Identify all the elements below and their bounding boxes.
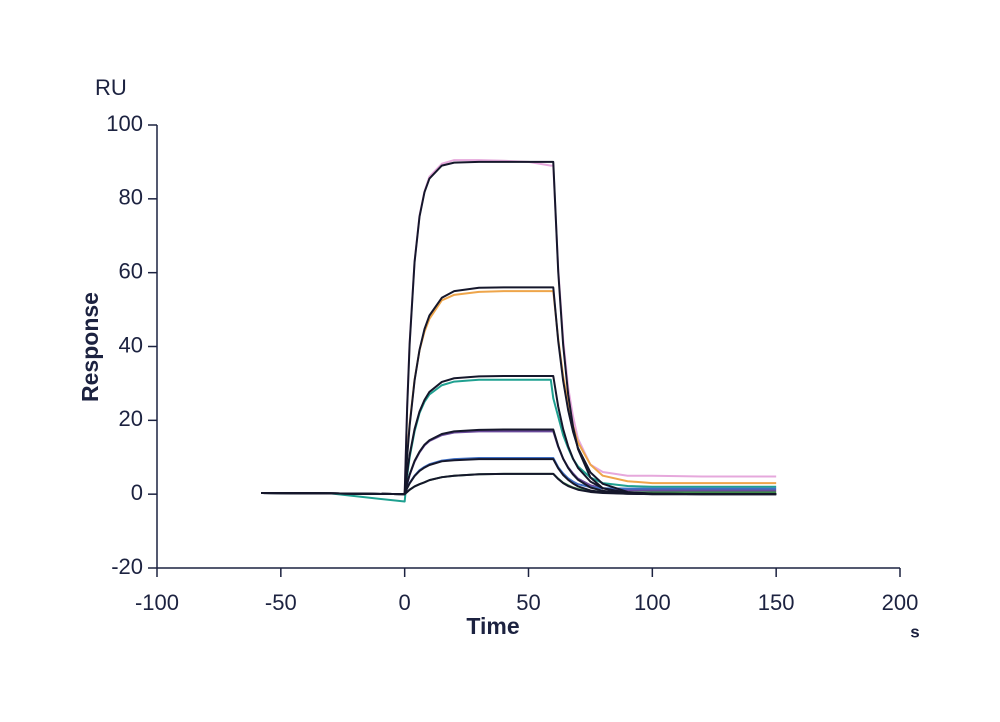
x-tick-label: 150 [758,590,795,615]
x-tick-label: 50 [516,590,540,615]
series-line [261,375,777,496]
x-unit: s [910,622,919,641]
x-tick-label: -100 [135,590,179,615]
series-line [261,430,777,496]
x-tick-label: 200 [882,590,919,615]
series-line [261,428,777,496]
x-tick-label: 0 [399,590,411,615]
y-tick-label: 80 [119,185,143,210]
y-tick-label: 100 [106,111,143,136]
y-tick-label: 40 [119,332,143,357]
x-tick-label: -50 [265,590,297,615]
series-line [261,159,777,496]
series-line [261,472,777,496]
series-line [261,160,777,496]
y-axis-title: Response [77,292,103,402]
x-axis-title: Time [466,613,519,639]
y-tick-label: -20 [111,554,143,579]
y-tick-label: 0 [131,480,143,505]
x-tick-label: 100 [634,590,671,615]
y-tick-label: 20 [119,406,143,431]
y-tick-label: 60 [119,258,143,283]
series-line [261,286,777,496]
series-line [261,290,777,496]
unit-label: RU [95,75,127,100]
